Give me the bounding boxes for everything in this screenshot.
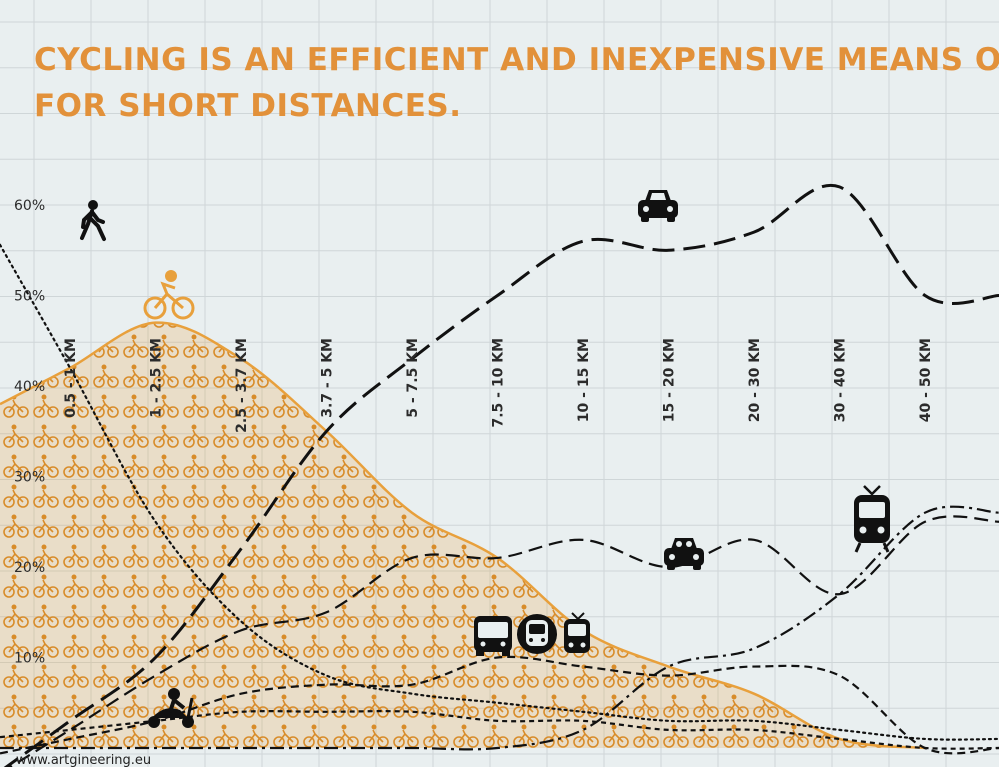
bicycle-area-pattern	[0, 322, 925, 748]
credit-text: www.artgineering.eu	[16, 753, 151, 767]
x-tick-label: 30 - 40 KM	[833, 338, 849, 422]
x-tick-label: 40 - 50 KM	[918, 338, 934, 422]
walking-person-icon	[80, 200, 106, 241]
x-tick-label: 7.5 - 10 KM	[491, 338, 507, 428]
x-tick-labels: 0.5 - 1 KM 1 - 2.5 KM 2.5 - 3.7 KM 3.7 - 5 …	[63, 338, 934, 433]
y-tick-labels: 10% 20% 30% 40% 50% 60%	[14, 198, 45, 667]
car-icon	[638, 190, 678, 222]
bicycle-area-layer	[0, 321, 926, 750]
x-tick-label: 20 - 30 KM	[747, 338, 763, 422]
car-driver-series-line	[3, 183, 999, 767]
x-tick-label: 0.5 - 1 KM	[63, 338, 79, 418]
tram-icon	[564, 612, 590, 653]
bicycle-icon	[143, 270, 195, 320]
chart-title-line-2: FOR SHORT DISTANCES.	[34, 88, 462, 124]
x-tick-label: 3.7 - 5 KM	[320, 338, 336, 418]
x-tick-label: 2.5 - 3.7 KM	[234, 338, 250, 433]
y-tick-label: 40%	[14, 379, 45, 395]
train-icon	[854, 485, 890, 553]
bicycle-area-outline	[0, 321, 926, 750]
x-tick-label: 5 - 7.5 KM	[405, 338, 421, 418]
x-tick-label: 1 - 2.5 KM	[149, 338, 165, 418]
y-tick-label: 20%	[14, 560, 45, 576]
bus-icon	[474, 616, 512, 656]
scooter-icon	[148, 688, 194, 728]
metro-icon	[517, 614, 557, 654]
y-tick-label: 60%	[14, 198, 45, 214]
chart-title-line-1: CYCLING IS AN EFFICIENT AND INEXPENSIVE …	[34, 42, 999, 78]
x-tick-label: 15 - 20 KM	[662, 338, 678, 422]
car-icon	[664, 538, 704, 570]
car-passenger-series-line	[8, 515, 999, 767]
x-tick-label: 10 - 15 KM	[576, 338, 592, 422]
walking-person-series-line	[0, 243, 999, 741]
y-tick-label: 30%	[14, 470, 45, 486]
y-tick-label: 50%	[14, 289, 45, 305]
y-tick-label: 10%	[14, 651, 45, 667]
train-series-line	[0, 505, 999, 751]
